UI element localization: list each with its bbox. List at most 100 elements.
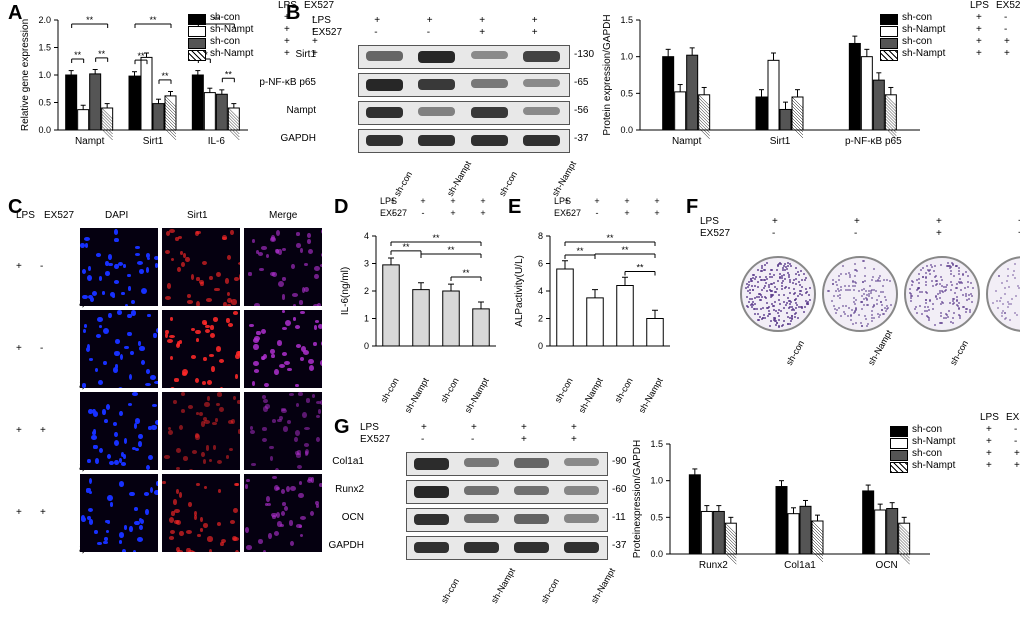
svg-text:**: ** (462, 268, 470, 278)
svg-text:-: - (392, 208, 395, 218)
f-ex-v: - (854, 228, 857, 239)
blot-mw: -37 (612, 540, 626, 551)
svg-text:sh-con: sh-con (379, 376, 401, 404)
ex-val: + (479, 27, 485, 38)
lps-val: + (571, 422, 577, 433)
blot-band (514, 514, 549, 524)
alp-well (822, 256, 898, 332)
c-hdr-ex: EX527 (44, 210, 74, 221)
blot-band (414, 486, 449, 498)
blot-band (564, 458, 599, 466)
f-lps-v: + (936, 216, 942, 227)
blot-col-label: sh-con (439, 577, 461, 605)
blot-name: GAPDH (306, 540, 364, 551)
lps-label: LPS (312, 15, 331, 26)
svg-text:**: ** (606, 233, 614, 243)
svg-text:4: 4 (538, 286, 543, 296)
blot-band (471, 107, 508, 118)
svg-text:2: 2 (538, 314, 543, 324)
ex-val: - (374, 27, 377, 38)
legend-lps: + (986, 460, 992, 471)
ex-val: + (532, 27, 538, 38)
if-cell (162, 228, 240, 306)
blot-band (471, 79, 508, 88)
lps-label: LPS (360, 422, 379, 433)
blot-band (514, 458, 549, 468)
c-col: Merge (269, 210, 297, 221)
f-lps-v: + (772, 216, 778, 227)
lps-val: + (532, 15, 538, 26)
blot-band (514, 486, 549, 495)
svg-text:0.5: 0.5 (38, 98, 51, 108)
c-hdr-lps: LPS (16, 210, 35, 221)
svg-text:Protein expression/GAPDH: Protein expression/GAPDH (602, 14, 613, 135)
legend-name: sh-Nampt (912, 436, 955, 447)
blot-band (366, 107, 403, 118)
svg-text:Proteinexpression/GAPDH: Proteinexpression/GAPDH (632, 440, 643, 558)
c-lps: + (16, 507, 22, 518)
blot-band (414, 514, 449, 525)
svg-text:0: 0 (364, 341, 369, 351)
svg-text:sh-Nampt: sh-Nampt (637, 376, 665, 415)
if-cell (244, 310, 322, 388)
figure-root: ABCDEFG0.00.51.01.52.0Relative gene expr… (0, 0, 1020, 636)
legend-lps: + (284, 24, 290, 35)
blot-mw: -37 (574, 133, 588, 144)
blot-name: OCN (306, 512, 364, 523)
svg-text:+: + (450, 208, 455, 218)
blot-band (414, 458, 449, 470)
legend-swatch (890, 450, 908, 461)
lps-val: + (471, 422, 477, 433)
blot-band (523, 51, 560, 62)
blot-band (564, 486, 599, 495)
legend-swatch (188, 14, 206, 25)
lps-val: + (479, 15, 485, 26)
f-lps: LPS (700, 216, 719, 227)
legend-swatch (880, 38, 898, 49)
blot-band (464, 458, 499, 467)
lps-val: + (421, 422, 427, 433)
if-cell (80, 474, 158, 552)
legend-name: sh-con (912, 424, 942, 435)
svg-text:OCN: OCN (876, 560, 898, 571)
c-lps: + (16, 425, 22, 436)
blot-mw: -60 (612, 484, 626, 495)
svg-text:-: - (422, 208, 425, 218)
alp-well (904, 256, 980, 332)
legend-name: sh-Nampt (210, 48, 253, 59)
svg-text:3: 3 (364, 259, 369, 269)
blot-band (564, 542, 599, 553)
f-ex-v: + (936, 228, 942, 239)
svg-text:+: + (624, 208, 629, 218)
f-col-label: sh-con (948, 339, 970, 367)
svg-text:4: 4 (364, 231, 369, 241)
svg-text:+: + (654, 196, 659, 206)
svg-text:Runx2: Runx2 (699, 560, 728, 571)
c-ex: + (40, 425, 46, 436)
blot-col-label: sh-Nampt (589, 566, 617, 605)
legend-lps: + (986, 424, 992, 435)
legend-swatch (880, 50, 898, 61)
legend-lps: + (284, 12, 290, 23)
svg-text:Sirt1: Sirt1 (770, 136, 791, 147)
legend-hdr-ex: EX527 (996, 0, 1020, 11)
legend-swatch (880, 26, 898, 37)
blot-band (366, 51, 403, 61)
lps-val: + (521, 422, 527, 433)
ex-val: - (471, 434, 474, 445)
legend-ex: + (1004, 36, 1010, 47)
alp-well (986, 256, 1020, 332)
f-col-label: sh-Nampt (866, 328, 894, 367)
blot-name: Col1a1 (306, 456, 364, 467)
svg-text:**: ** (137, 51, 145, 61)
legend-swatch (890, 438, 908, 449)
ex-val: - (421, 434, 424, 445)
svg-text:**: ** (402, 242, 410, 252)
legend-ex: - (1014, 424, 1017, 435)
legend-name: sh-Nampt (902, 24, 945, 35)
svg-text:8: 8 (538, 231, 543, 241)
ex-label: EX527 (312, 27, 342, 38)
legend-swatch (188, 50, 206, 61)
svg-text:1.0: 1.0 (650, 476, 663, 486)
svg-text:sh-con: sh-con (613, 376, 635, 404)
